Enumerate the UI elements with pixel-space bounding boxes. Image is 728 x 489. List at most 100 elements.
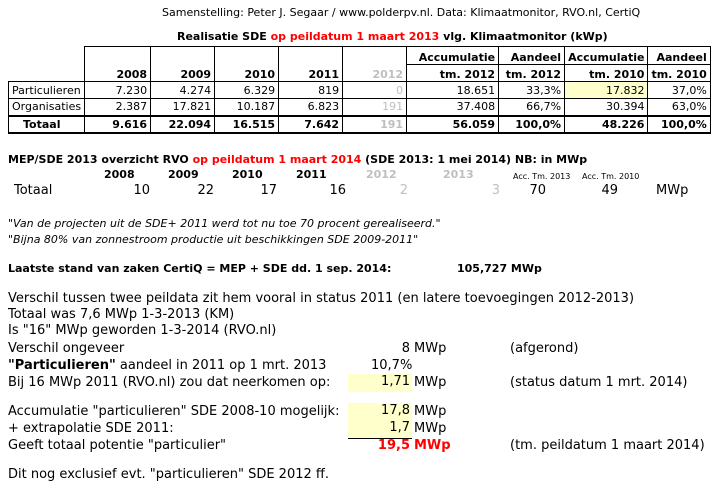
accumulatie-unit: MWp [414,404,447,419]
quote-2: "Bijna 80% van zonnestroom productie uit… [8,233,419,246]
certiq-value: 105,727 MWp [457,262,542,275]
mep-title-post: (SDE 2013: 1 mei 2014) NB: in MWp [361,153,588,166]
cell-acc-2012: 56.059 [406,114,500,134]
cell-value: 819 [278,81,344,99]
header-year-2011: 2011 [278,46,344,82]
cell-value: 4.274 [150,81,216,99]
cell-value: 7.230 [84,81,152,99]
header-aandeel-2010-l2: tm. 2010 [647,64,711,82]
mep-acc-label-2010: Acc. Tm. 2010 [582,172,640,181]
header-year-2010: 2010 [214,46,280,82]
accumulatie-value: 17,8 [348,403,412,421]
header-acc-2012-l1: Accumulatie [406,46,500,65]
cell-acc-2012: 18.651 [406,81,500,99]
header-year-2012: 2012 [342,46,408,82]
mep-value-2012: 2 [399,183,408,198]
mep-year-2013: 2013 [443,168,474,181]
geeft-unit: MWp [414,438,451,453]
cell-value: 6.823 [278,98,344,116]
geeft-note: (tm. peildatum 1 maart 2014) [510,438,705,453]
table1-title-date: op peildatum 1 maart 2013 [270,30,440,43]
cell-value: 7.642 [278,114,344,134]
mep-year-2010: 2010 [232,168,263,181]
header-blank [9,47,85,82]
cell-aandeel-2012: 100,0% [498,114,566,134]
bij-value: 1,71 [348,374,412,392]
mep-value-2011: 16 [329,183,346,198]
cell-value: 17.821 [150,98,216,116]
table1-title-post: vlg. Klimaatmonitor (kWp) [439,30,608,43]
bij-unit: MWp [414,375,447,390]
table1-title: Realisatie SDE op peildatum 1 maart 2013… [177,30,608,43]
bij-note: (status datum 1 mrt. 2014) [510,375,688,390]
verschil-note: (afgerond) [510,341,579,356]
mep-value-2013: 3 [491,183,500,198]
header-year-2008: 2008 [84,46,152,82]
row-label: Totaal [7,114,86,134]
mep-row-label: Totaal [14,183,53,198]
cell-aandeel-2012: 33,3% [498,81,566,99]
sde-table: 2008 2009 2010 2011 2012 Accumulatie Aan… [7,46,711,134]
mep-value-2010: 17 [260,183,277,198]
cell-acc-2010: 48.226 [564,114,649,134]
cell-aandeel-2012: 66,7% [498,98,566,116]
cell-value: 0 [342,81,408,99]
analysis-line-2: Totaal was 7,6 MWp 1-3-2013 (KM) [8,307,235,322]
mep-title-date: op peildatum 1 maart 2014 [192,153,362,166]
cell-acc-2010: 17.832 [564,81,649,99]
geeft-value: 19,5 [377,438,410,453]
cell-acc-2010: 30.394 [564,98,649,116]
particulieren-line: "Particulieren" aandeel in 2011 op 1 mrt… [8,358,326,373]
mep-value-2009: 22 [197,183,214,198]
mep-title-pre: MEP/SDE 2013 overzicht RVO [8,153,193,166]
verschil-value: 8 [401,341,410,356]
mep-value-2008: 10 [133,183,150,198]
header-aandeel-2010-l1: Aandeel [647,46,711,65]
header-year-2009: 2009 [150,46,216,82]
cell-value: 22.094 [150,114,216,134]
cell-aandeel-2010: 63,0% [647,98,711,116]
mep-acc-label-2013: Acc. Tm. 2013 [513,172,571,181]
header-acc-2012-l2: tm. 2012 [406,64,500,82]
cell-aandeel-2010: 100,0% [647,114,711,134]
particulieren-value: 10,7% [371,358,413,373]
cell-value: 16.515 [214,114,280,134]
mep-year-2008: 2008 [104,168,135,181]
table-row-particulieren: Particulieren 7.230 4.274 6.329 819 0 18… [7,81,711,99]
row-label: Organisaties [7,98,86,116]
mep-year-2009: 2009 [168,168,199,181]
certiq-label: Laatste stand van zaken CertiQ = MEP + S… [8,262,392,275]
footer-note: Dit nog exclusief evt. "particulieren" S… [8,467,329,482]
mep-year-2012: 2012 [366,168,397,181]
accumulatie-label: Accumulatie "particulieren" SDE 2008-10 … [8,404,340,419]
header-acc-2010-l1: Accumulatie [564,46,649,65]
mep-title: MEP/SDE 2013 overzicht RVO op peildatum … [8,153,587,166]
sum-divider [348,438,412,439]
extrapolatie-unit: MWp [414,421,447,436]
cell-value: 191 [342,98,408,116]
cell-value: 6.329 [214,81,280,99]
cell-acc-2012: 37.408 [406,98,500,116]
header-aandeel-2012-l1: Aandeel [498,46,566,65]
table1-title-pre: Realisatie SDE [177,30,271,43]
header-aandeel-2012-l2: tm. 2012 [498,64,566,82]
source-line: Samenstelling: Peter J. Segaar / www.pol… [162,6,641,19]
analysis-line-1: Verschil tussen twee peildata zit hem vo… [8,291,635,306]
bij-label: Bij 16 MWp 2011 (RVO.nl) zou dat neerkom… [8,375,331,390]
table-row-organisaties: Organisaties 2.387 17.821 10.187 6.823 1… [7,98,711,116]
cell-aandeel-2010: 37,0% [647,81,711,99]
cell-value: 10.187 [214,98,280,116]
geeft-label: Geeft totaal potentie "particulier" [8,438,227,453]
cell-value: 2.387 [84,98,152,116]
mep-acc-2010: 49 [601,183,618,198]
header-acc-2010-l2: tm. 2010 [564,64,649,82]
verschil-label: Verschil ongeveer [8,341,125,356]
cell-value: 191 [342,114,408,134]
extrapolatie-value: 1,7 [348,420,412,438]
table-row-totaal: Totaal 9.616 22.094 16.515 7.642 191 56.… [7,114,711,134]
mep-acc-2013: 70 [529,183,546,198]
quote-1: "Van de projecten uit de SDE+ 2011 werd … [8,217,441,230]
verschil-unit: MWp [414,341,447,356]
extrapolatie-label: + extrapolatie SDE 2011: [8,421,174,436]
analysis-line-3: Is "16" MWp geworden 1-3-2014 (RVO.nl) [8,323,277,338]
